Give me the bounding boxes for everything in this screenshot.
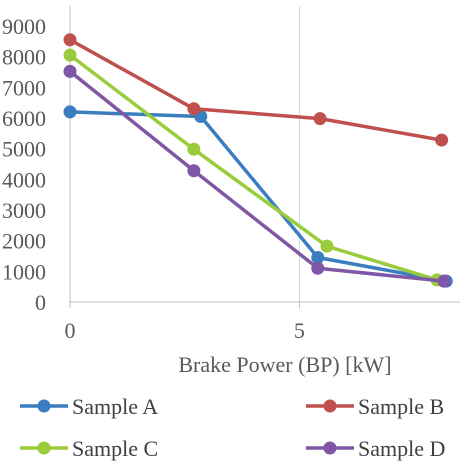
- x-tick-label: 5: [294, 318, 305, 343]
- data-point: [187, 102, 201, 116]
- legend-item: Sample D: [306, 436, 445, 461]
- legend-item: Sample B: [306, 394, 444, 419]
- legend-label: Sample A: [72, 394, 158, 419]
- x-tick-label: 0: [65, 318, 76, 343]
- data-point: [187, 142, 201, 156]
- x-axis-label: Brake Power (BP) [kW]: [178, 352, 391, 377]
- series-sample-d: [63, 64, 451, 288]
- legend-item: Sample C: [20, 436, 158, 461]
- series-group: [63, 33, 453, 288]
- data-point: [435, 133, 449, 147]
- y-tick-label: 5000: [2, 137, 46, 162]
- y-tick-label: 7000: [2, 75, 46, 100]
- legend-swatch-marker: [323, 399, 337, 413]
- legend-label: Sample C: [72, 436, 158, 461]
- legend-item: Sample A: [20, 394, 158, 419]
- series-line: [69, 110, 447, 283]
- data-point: [187, 164, 201, 178]
- legend-label: Sample B: [358, 394, 444, 419]
- legend: Sample A Sample B Sample C Sample D: [20, 394, 445, 461]
- y-tick-label: 2000: [2, 229, 46, 254]
- axes: [69, 6, 460, 303]
- data-point: [311, 261, 325, 275]
- y-tick-label: 9000: [2, 14, 46, 39]
- data-point: [63, 48, 77, 62]
- data-point: [63, 64, 77, 78]
- data-point: [320, 239, 334, 253]
- y-tick-label: 8000: [2, 45, 46, 70]
- series-sample-b: [63, 33, 449, 147]
- series-line: [69, 38, 442, 142]
- series-sample-c: [63, 48, 444, 287]
- series-line: [68, 53, 438, 282]
- y-tick-label: 0: [35, 290, 46, 315]
- legend-swatch-marker: [323, 441, 337, 455]
- legend-label: Sample D: [358, 436, 445, 461]
- data-point: [63, 33, 77, 47]
- y-tick-label: 1000: [2, 259, 46, 284]
- data-point: [437, 274, 451, 288]
- series-line: [68, 70, 445, 283]
- legend-swatch-marker: [37, 399, 51, 413]
- data-point: [313, 112, 327, 126]
- data-point: [63, 105, 77, 119]
- y-tick-label: 4000: [2, 167, 46, 192]
- y-tick-labels: 0 1000 2000 3000 4000 5000 6000 7000 8000 9000: [2, 14, 46, 315]
- legend-swatch-marker: [37, 441, 51, 455]
- data-point: [311, 251, 325, 265]
- y-tick-label: 3000: [2, 198, 46, 223]
- y-tick-label: 6000: [2, 106, 46, 131]
